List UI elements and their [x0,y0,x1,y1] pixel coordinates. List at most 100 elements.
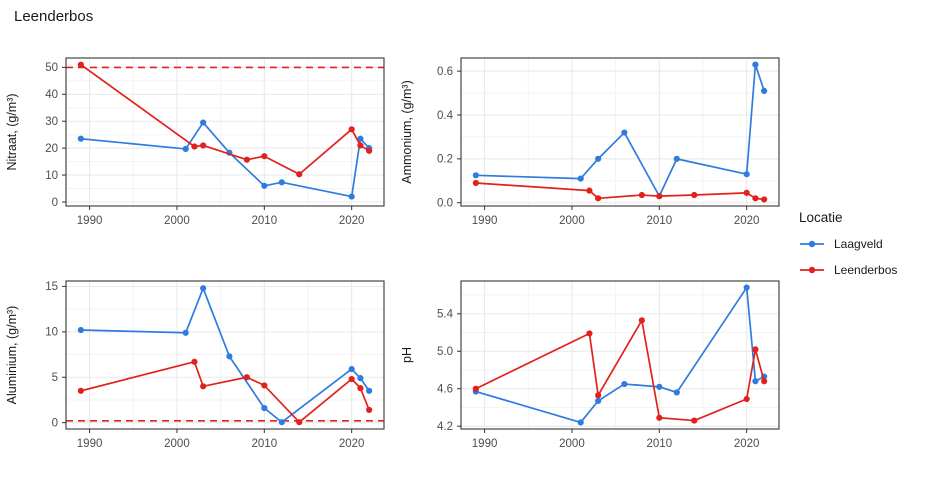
data-point [261,153,268,160]
ph-chart: 1990 2000 2010 2020 4.2 4.6 5.0 5.4 pH [400,280,780,450]
panel-border [65,57,385,207]
legend-title: Locatie [799,210,843,225]
data-point [182,145,189,153]
data-point [296,419,303,426]
page-title: Leenderbos [14,8,94,25]
panel-border [65,280,385,430]
data-point [656,414,663,421]
legend-item-label: Leenderbos [834,263,898,277]
data-point [752,195,759,202]
data-point [348,126,355,133]
y-axis-title: Aluminium, (g/m³) [5,306,19,405]
data-point [752,378,759,385]
data-point [761,87,768,94]
data-point [595,195,602,202]
x-axis-tick-label: 2020 [734,215,760,227]
data-point [278,179,285,186]
x-axis-tick-label: 1990 [472,215,498,227]
data-point [586,187,593,194]
y-axis-tick-label: 20 [45,143,58,155]
panel-background [461,281,779,429]
data-point [621,380,628,388]
y-axis-title: pH [400,347,414,363]
data-point [743,171,750,178]
data-point [638,317,645,324]
laagveld-line-dot-icon [800,240,824,248]
data-point [752,61,759,68]
data-point [761,196,768,203]
y-axis-title: Ammonium, (g/m³) [400,80,414,183]
panel-background [66,58,384,206]
x-axis-tick-label: 1990 [472,438,498,450]
data-point [577,419,584,426]
data-point [586,330,593,337]
ammonium-chart-cell: 1990 2000 2010 2020 0.0 0.2 0.4 0.6 Ammonium, (g… [395,42,790,265]
ph-chart-cell: 1990 2000 2010 2020 4.2 4.6 5.0 5.4 pH [395,265,790,488]
y-axis-tick-label: 0.6 [437,66,453,78]
x-axis-tick-label: 2010 [252,215,278,227]
legend-item-leenderbos: Leenderbos [799,263,925,277]
data-point [472,385,479,392]
data-point [261,382,268,389]
y-axis-tick-label: 50 [45,62,58,74]
charts-grid: 1990 2000 2010 2020 0 10 20 30 40 50 Nitraat, (g/m… [0,42,790,488]
data-point [226,353,233,360]
data-point [656,383,663,390]
data-point [743,284,750,291]
data-point [366,147,373,154]
data-point [357,385,364,392]
y-axis-tick-label: 0 [52,197,58,209]
data-point [752,346,759,353]
data-point [357,375,364,382]
data-point [191,143,198,150]
data-point [261,405,268,412]
y-axis-tick-label: 10 [45,327,58,339]
y-axis-tick-label: 5.4 [437,309,454,321]
y-axis-tick-label: 40 [45,89,58,101]
x-axis-tick-label: 2000 [164,215,190,227]
data-point [577,175,584,182]
y-axis-tick-label: 4.2 [437,421,453,433]
x-axis-tick-label: 1990 [77,215,103,227]
y-axis-tick-label: 5.0 [437,346,453,358]
panel-border [460,57,780,207]
y-axis-tick-label: 4.6 [437,384,453,396]
legend-key-point [808,266,816,274]
data-point [472,179,479,187]
legend: Locatie Laagveld Leenderbos [799,210,925,289]
data-point [261,182,268,189]
data-point [638,191,645,199]
data-point [621,129,628,136]
data-point [366,387,373,394]
y-axis-tick-label: 0.2 [437,154,453,166]
y-axis-tick-label: 10 [45,170,58,182]
legend-item-laagveld: Laagveld [799,237,925,251]
y-axis-title: Nitraat, (g/m³) [5,93,19,170]
data-point [200,142,207,149]
aluminium-chart-cell: 1990 2000 2010 2020 0 5 10 15 Aluminium, (g/m³) [0,265,395,488]
data-point [348,365,355,373]
aluminium-chart: 1990 2000 2010 2020 0 5 10 15 Aluminium, (g/m³) [5,280,385,450]
data-point [182,329,189,336]
data-point [673,155,680,162]
data-point [595,155,602,162]
data-point [357,142,364,149]
legend-item-label: Laagveld [834,237,883,251]
x-axis-tick-label: 2010 [252,438,278,450]
legend-key-point [808,240,816,248]
x-axis-tick-label: 2020 [339,438,365,450]
y-axis-tick-label: 0.4 [437,110,454,122]
data-point [595,397,602,404]
data-point [357,135,364,142]
x-axis-tick-label: 1990 [77,438,103,450]
data-point [366,406,373,414]
data-point [191,358,198,365]
x-axis-tick-label: 2000 [559,215,585,227]
x-axis-tick-label: 2010 [647,215,673,227]
x-axis-tick-label: 2000 [559,438,585,450]
data-point [348,193,355,200]
x-axis-tick-label: 2010 [647,438,673,450]
nitraat-chart: 1990 2000 2010 2020 0 10 20 30 40 50 Nitraat, (g/m… [5,57,385,227]
y-axis-tick-label: 0 [52,417,58,429]
data-point [673,389,680,396]
